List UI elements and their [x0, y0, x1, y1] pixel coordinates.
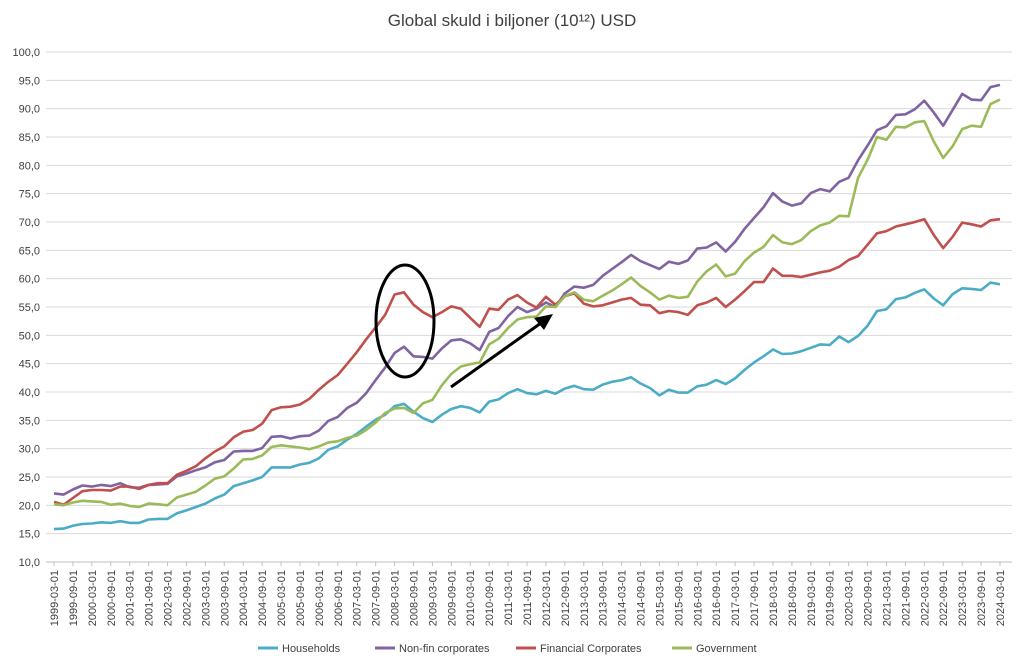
y-tick-label: 45,0: [19, 359, 40, 371]
y-tick-label: 100,0: [12, 47, 40, 59]
x-tick-label: 2023-03-01: [957, 570, 969, 626]
x-tick-label: 2013-09-01: [598, 570, 610, 626]
x-tick-label: 2012-03-01: [541, 570, 553, 626]
x-tick-label: 2022-03-01: [919, 570, 931, 626]
series-line-1: [53, 83, 1001, 496]
x-tick-label: 2011-03-01: [503, 570, 515, 625]
y-tick-label: 10,0: [19, 557, 40, 569]
y-tick-label: 75,0: [19, 189, 40, 201]
x-tick-label: 2017-09-01: [749, 570, 761, 626]
series-group: [53, 83, 1001, 531]
legend-label: Government: [696, 643, 757, 655]
x-tick-label: 2016-03-01: [692, 570, 704, 626]
grid-lines: [46, 51, 1012, 563]
x-tick-label: 2010-09-01: [484, 570, 496, 626]
chart-title: Global skuld i biljoner (10¹²) USD: [388, 11, 636, 30]
x-tick-label: 2011-09-01: [522, 570, 534, 625]
x-axis: 1999-03-01 1999-09-01 2000-03-01 2000-09-01…: [46, 561, 1012, 626]
x-tick-label: 2019-03-01: [806, 570, 818, 626]
x-tick-label: 2024-03-01: [995, 570, 1007, 626]
trend-arrow-head: [534, 314, 553, 330]
y-tick-label: 85,0: [19, 132, 40, 144]
x-tick-label: 2003-09-01: [219, 570, 231, 626]
x-tick-label: 2002-03-01: [163, 570, 175, 626]
x-tick-label: 2022-09-01: [938, 570, 950, 626]
x-tick-label: 2014-09-01: [636, 570, 648, 626]
x-tick-label: 2009-09-01: [446, 570, 458, 626]
x-tick-label: 2012-09-01: [560, 570, 572, 626]
x-tick-label: 2015-03-01: [654, 570, 666, 626]
annotations: [374, 263, 553, 389]
y-tick-label: 95,0: [19, 75, 40, 87]
x-tick-label: 2005-03-01: [276, 570, 288, 626]
legend-label: Households: [282, 643, 341, 655]
x-tick-label: 2018-03-01: [768, 570, 780, 626]
x-tick-label: 2006-09-01: [333, 570, 345, 626]
x-tick-label: 2005-09-01: [295, 570, 307, 626]
x-tick-label: 2003-03-01: [200, 570, 212, 626]
x-tick-label: 2016-09-01: [711, 570, 723, 626]
series-line-0: [53, 281, 1001, 531]
x-tick-label: 2021-03-01: [881, 570, 893, 626]
x-tick-label: 2007-09-01: [371, 570, 383, 626]
y-tick-label: 25,0: [19, 472, 40, 484]
y-tick-label: 20,0: [19, 500, 40, 512]
y-tick-label: 60,0: [19, 274, 40, 286]
y-tick-label: 55,0: [19, 302, 40, 314]
x-tick-label: 2010-03-01: [465, 570, 477, 626]
x-tick-label: 2008-09-01: [408, 570, 420, 626]
x-tick-label: 2021-09-01: [900, 570, 912, 626]
series-line-2: [53, 217, 1001, 507]
x-tick-label: 2004-09-01: [257, 570, 269, 626]
y-axis: 10,0 15,0 20,0 25,0 30,0 35,0 40,0 45,0 50,0 55,0…: [12, 47, 40, 569]
y-tick-label: 70,0: [19, 217, 40, 229]
y-tick-label: 80,0: [19, 160, 40, 172]
x-tick-label: 1999-09-01: [68, 570, 80, 626]
legend-label: Non-fin corporates: [399, 643, 490, 655]
legend-label: Financial Corporates: [540, 643, 642, 655]
y-tick-label: 30,0: [19, 444, 40, 456]
y-tick-label: 50,0: [19, 330, 40, 342]
x-tick-label: 2006-03-01: [314, 570, 326, 626]
y-tick-label: 40,0: [19, 387, 40, 399]
x-tick-label: 2020-03-01: [844, 570, 856, 626]
y-tick-label: 65,0: [19, 245, 40, 257]
x-tick-label: 2018-09-01: [787, 570, 799, 626]
x-tick-label: 2014-03-01: [617, 570, 629, 626]
legend: Households Non-fin corporates Financial Co…: [258, 643, 757, 655]
x-tick-label: 2019-09-01: [825, 570, 837, 626]
x-tick-label: 2000-03-01: [87, 570, 99, 626]
x-tick-label: 2004-03-01: [238, 570, 250, 626]
x-tick-label: 2001-03-01: [125, 570, 137, 626]
y-tick-label: 35,0: [19, 415, 40, 427]
y-tick-label: 90,0: [19, 104, 40, 116]
x-tick-label: 2015-09-01: [673, 570, 685, 626]
x-tick-label: 2009-03-01: [427, 570, 439, 626]
x-tick-label: 2000-09-01: [106, 570, 118, 626]
x-tick-label: 2002-09-01: [181, 570, 193, 626]
series-line-3: [53, 98, 1001, 509]
x-tick-label: 1999-03-01: [49, 570, 61, 626]
x-tick-label: 2023-09-01: [976, 570, 988, 626]
trend-arrow-line: [450, 321, 542, 389]
x-tick-label: 2007-03-01: [352, 570, 364, 626]
highlight-ellipse: [374, 263, 436, 379]
x-tick-label: 2017-03-01: [730, 570, 742, 626]
x-tick-label: 2020-09-01: [863, 570, 875, 626]
x-tick-label: 2001-09-01: [144, 570, 156, 626]
x-tick-label: 2008-03-01: [390, 570, 402, 626]
x-tick-label: 2013-03-01: [579, 570, 591, 626]
y-tick-label: 15,0: [19, 529, 40, 541]
